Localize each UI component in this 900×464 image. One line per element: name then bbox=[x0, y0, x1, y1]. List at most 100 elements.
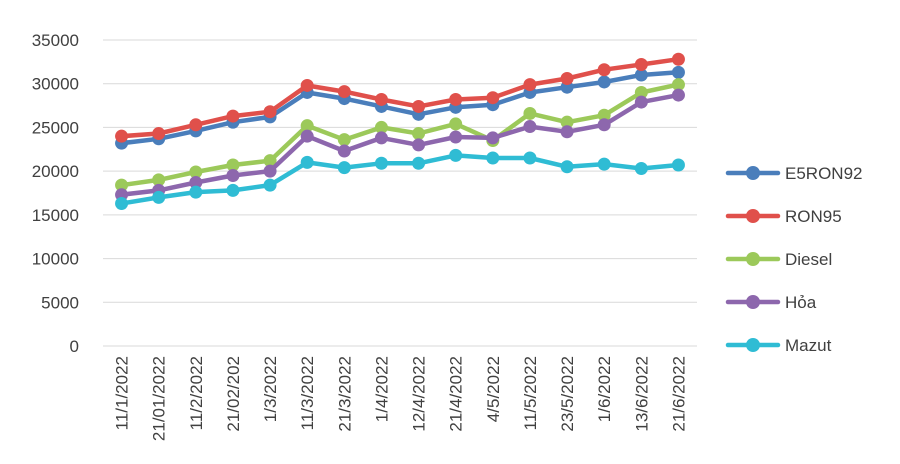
data-point bbox=[263, 178, 277, 192]
data-point bbox=[486, 91, 500, 105]
data-point bbox=[152, 173, 166, 187]
data-point bbox=[634, 85, 648, 99]
data-point bbox=[597, 108, 611, 122]
data-point bbox=[560, 125, 574, 139]
data-point bbox=[486, 151, 500, 165]
data-point bbox=[226, 183, 240, 197]
data-point bbox=[486, 131, 500, 145]
data-point bbox=[337, 144, 351, 158]
legend-item: Diesel bbox=[725, 250, 832, 269]
x-tick-label: 21/3/2022 bbox=[335, 356, 354, 432]
x-tick-label: 21/6/2022 bbox=[669, 356, 688, 432]
x-tick-label: 21/01/2022 bbox=[150, 356, 169, 441]
legend-item: RON95 bbox=[725, 207, 842, 226]
legend-marker bbox=[746, 338, 760, 352]
y-tick-label: 0 bbox=[70, 337, 79, 356]
legend-label: E5RON92 bbox=[785, 164, 862, 183]
data-point bbox=[189, 185, 203, 199]
series-e5ron92 bbox=[115, 65, 685, 150]
y-tick-label: 10000 bbox=[32, 250, 79, 269]
data-point bbox=[634, 68, 648, 82]
data-point bbox=[337, 133, 351, 147]
series-ron95 bbox=[115, 52, 685, 143]
x-tick-label: 23/5/2022 bbox=[558, 356, 577, 432]
series-line bbox=[119, 70, 681, 146]
y-axis-tick-labels: 0 5000 10000 15000 20000 25000 30000 35000 bbox=[32, 31, 79, 356]
x-tick-label: 1/6/2022 bbox=[595, 356, 614, 422]
data-point bbox=[671, 78, 685, 92]
data-point bbox=[449, 148, 463, 162]
data-point bbox=[412, 99, 426, 113]
data-point bbox=[374, 156, 388, 170]
legend-item: Mazut bbox=[725, 336, 832, 355]
data-point bbox=[597, 63, 611, 77]
data-point bbox=[597, 118, 611, 132]
data-point bbox=[189, 118, 203, 132]
x-tick-label: 1/4/2022 bbox=[372, 356, 391, 422]
x-axis-tick-labels: 11/1/2022 21/01/2022 11/2/2022 21/02/202 1/3… bbox=[113, 356, 689, 441]
legend-marker bbox=[746, 295, 760, 309]
data-point bbox=[560, 115, 574, 129]
data-point bbox=[300, 119, 314, 133]
data-point bbox=[412, 156, 426, 170]
data-point bbox=[226, 169, 240, 183]
data-point bbox=[671, 65, 685, 79]
data-point bbox=[300, 155, 314, 169]
legend-marker bbox=[746, 166, 760, 180]
data-point bbox=[226, 109, 240, 123]
data-point bbox=[115, 129, 129, 143]
data-point bbox=[152, 190, 166, 204]
series-hỏa bbox=[115, 88, 685, 202]
legend-marker bbox=[746, 209, 760, 223]
legend-marker bbox=[746, 252, 760, 266]
data-point bbox=[597, 75, 611, 89]
x-tick-label: 4/5/2022 bbox=[484, 356, 503, 422]
data-point bbox=[671, 158, 685, 172]
data-point bbox=[449, 117, 463, 131]
data-point bbox=[671, 88, 685, 102]
data-point bbox=[634, 57, 648, 71]
data-point bbox=[523, 106, 537, 120]
data-point bbox=[189, 176, 203, 190]
data-point bbox=[337, 85, 351, 99]
data-point bbox=[300, 78, 314, 92]
legend: E5RON92 RON95 Diesel Hỏa Mazut bbox=[725, 164, 862, 355]
data-point bbox=[412, 127, 426, 141]
data-point bbox=[263, 154, 277, 168]
data-point bbox=[263, 105, 277, 119]
series-line bbox=[119, 82, 681, 188]
data-point bbox=[449, 130, 463, 144]
x-tick-label: 11/5/2022 bbox=[521, 356, 540, 430]
legend-label: Hỏa bbox=[785, 293, 817, 312]
y-tick-label: 15000 bbox=[32, 206, 79, 225]
data-point bbox=[597, 157, 611, 171]
y-tick-label: 25000 bbox=[32, 118, 79, 137]
data-point bbox=[523, 78, 537, 92]
series-line bbox=[119, 153, 681, 206]
data-point bbox=[337, 161, 351, 175]
data-point bbox=[671, 52, 685, 66]
legend-item: E5RON92 bbox=[725, 164, 862, 183]
y-tick-label: 30000 bbox=[32, 75, 79, 94]
y-tick-label: 20000 bbox=[32, 162, 79, 181]
x-tick-label: 11/2/2022 bbox=[187, 356, 206, 430]
legend-label: Mazut bbox=[785, 336, 832, 355]
data-point bbox=[634, 162, 648, 176]
series-mazut bbox=[115, 148, 685, 210]
x-tick-label: 11/3/2022 bbox=[298, 356, 317, 430]
data-point bbox=[189, 165, 203, 179]
data-point bbox=[523, 151, 537, 165]
x-tick-label: 21/02/202 bbox=[224, 356, 243, 432]
data-point bbox=[449, 92, 463, 106]
data-point bbox=[226, 158, 240, 172]
series-diesel bbox=[115, 78, 685, 192]
x-tick-label: 1/3/2022 bbox=[261, 356, 280, 422]
x-tick-label: 12/4/2022 bbox=[410, 356, 429, 432]
data-point bbox=[115, 196, 129, 210]
data-point bbox=[374, 120, 388, 134]
legend-label: Diesel bbox=[785, 250, 832, 269]
legend-item: Hỏa bbox=[725, 293, 817, 312]
data-point bbox=[115, 178, 129, 192]
data-point bbox=[374, 92, 388, 106]
